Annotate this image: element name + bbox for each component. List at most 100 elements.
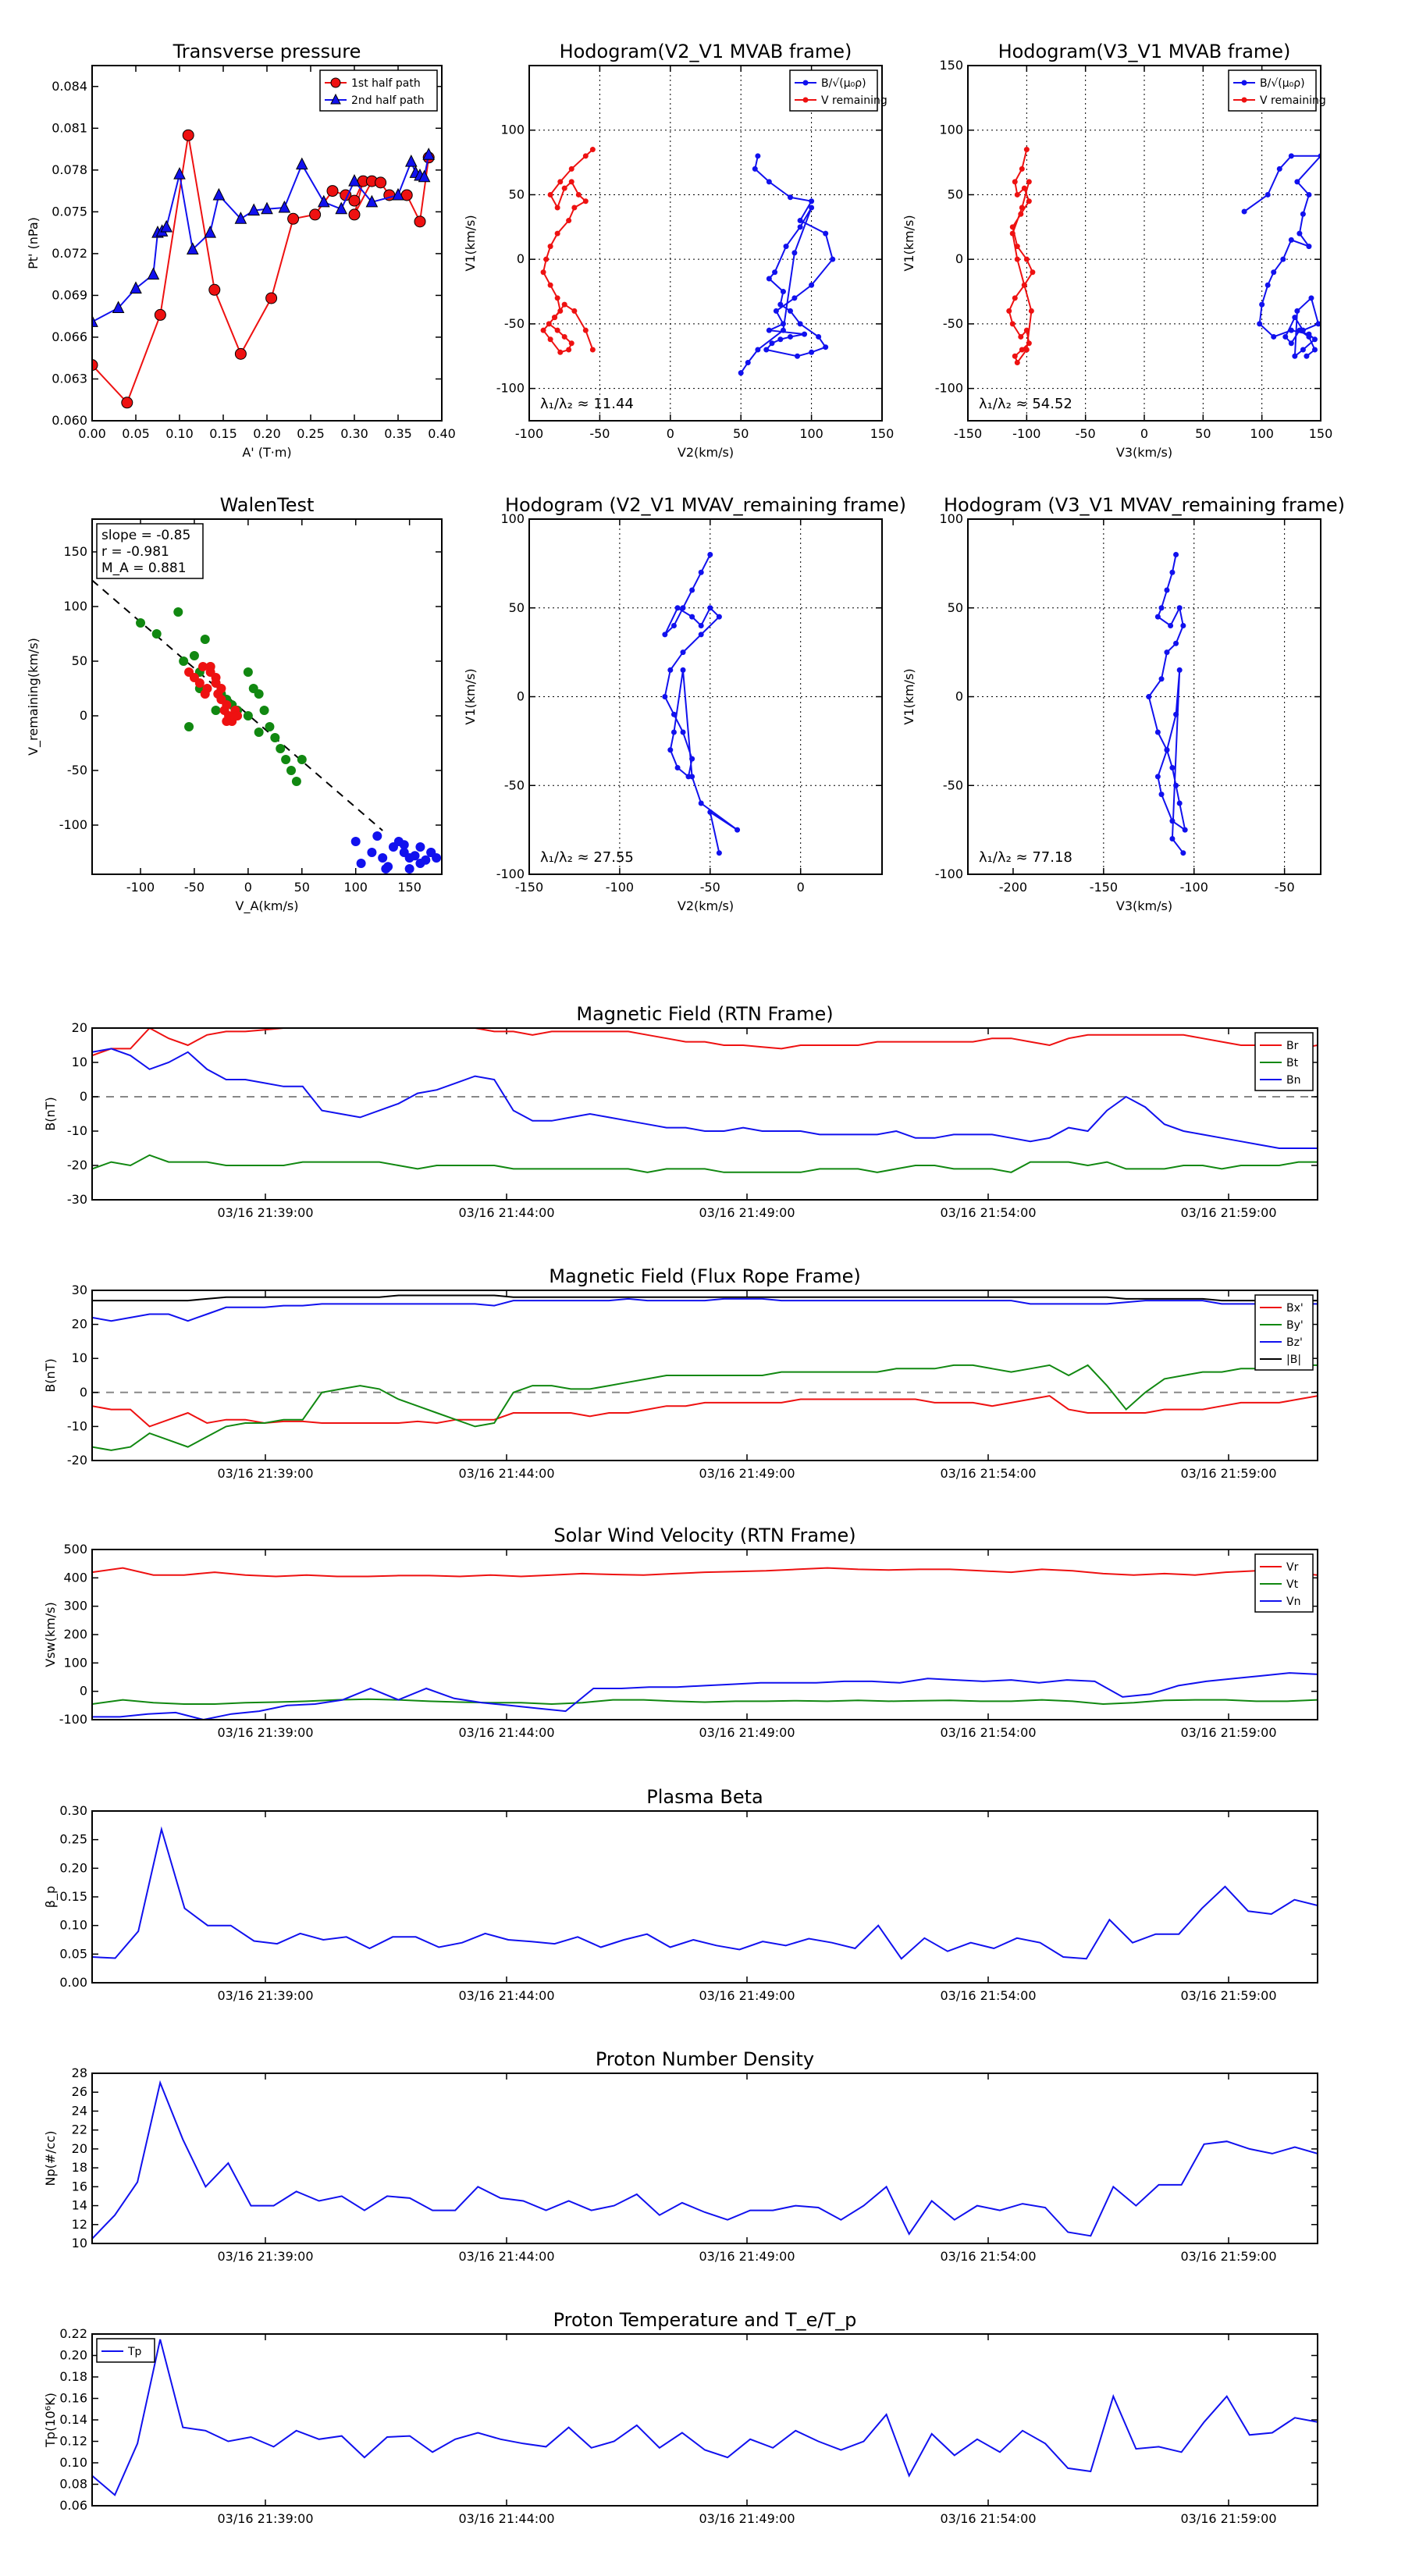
data-point <box>204 225 217 238</box>
data-point <box>667 747 674 753</box>
y-tick-label: -100 <box>935 381 963 396</box>
series-line <box>92 1297 1318 1322</box>
data-point <box>802 331 808 337</box>
plot-area <box>92 1294 1318 1451</box>
data-point <box>1294 179 1300 185</box>
plot-frame <box>91 1549 1318 1720</box>
y-tick-label: 0.081 <box>52 120 87 135</box>
data-point <box>287 212 300 225</box>
legend-marker <box>802 80 809 86</box>
y-tick-label: 0.08 <box>59 2477 87 2492</box>
data-point <box>830 256 836 262</box>
series-line <box>92 2339 1318 2496</box>
x-tick-label: 03/16 21:59:00 <box>1180 1725 1276 1740</box>
data-point <box>1154 729 1161 735</box>
data-point <box>1288 237 1294 243</box>
plot-frame <box>91 2073 1318 2244</box>
y-tick-label: 0.10 <box>59 1918 87 1933</box>
y-tick-label: -100 <box>496 866 525 881</box>
y-tick-label: 0 <box>80 1385 87 1400</box>
data-point <box>698 569 704 575</box>
data-point <box>383 862 393 872</box>
data-point <box>189 651 199 660</box>
x-tick-label: 03/16 21:44:00 <box>458 2511 554 2526</box>
data-point <box>1009 230 1016 237</box>
data-point <box>1169 818 1176 824</box>
series-2nd-half-path <box>92 148 436 327</box>
data-point <box>422 148 436 160</box>
data-point <box>540 327 546 333</box>
data-point <box>1308 295 1314 301</box>
legend-label: B/√(μ₀ρ) <box>1260 77 1305 90</box>
chart-pt: Transverse pressure 0.00 0.05 0.10 0.15 0.20 0… <box>26 41 456 460</box>
series-line <box>92 1364 1318 1451</box>
data-point <box>415 859 425 868</box>
y-axis-label: Vsw(km/s) <box>43 1602 58 1667</box>
data-point <box>735 827 741 833</box>
y-tick-label: -10 <box>67 1418 87 1433</box>
data-point <box>698 800 704 806</box>
x-tick-label: 03/16 21:39:00 <box>217 1205 313 1220</box>
y-tick-label: 500 <box>63 1542 87 1557</box>
chart-beta: Plasma Beta 03/16 21:39:00 03/16 21:44:00 0… <box>43 1786 1318 2003</box>
stats-text: M_A = 0.881 <box>101 560 187 576</box>
y-tick-label: 0 <box>80 708 87 723</box>
y-tick-label: 20 <box>72 2141 87 2156</box>
plot-frame <box>91 518 443 875</box>
y-tick-label: 20 <box>72 1317 87 1332</box>
data-point <box>205 662 215 671</box>
ratio-annotation: λ₁/λ₂ ≈ 77.18 <box>979 849 1072 866</box>
y-tick-label: 200 <box>63 1627 87 1642</box>
legend-label: Tp <box>127 2346 142 2358</box>
data-point <box>1026 198 1032 205</box>
plot-area <box>92 129 436 409</box>
x-tick-label: 100 <box>343 880 368 895</box>
data-point <box>557 308 564 314</box>
y-tick-label: -100 <box>59 1712 87 1727</box>
data-point <box>1182 827 1188 833</box>
data-point <box>1280 256 1286 262</box>
chart-bfield: Magnetic Field (RTN Frame) 03/16 21:39:00… <box>43 1003 1318 1220</box>
x-axis-label: V3(km/s) <box>1116 898 1172 913</box>
data-point <box>716 850 722 856</box>
data-point <box>1271 333 1277 340</box>
data-point <box>554 327 560 333</box>
y-axis-label: B(nT) <box>43 1358 58 1392</box>
data-point <box>680 729 686 735</box>
series-Tp <box>92 2339 1318 2496</box>
data-point <box>772 269 778 276</box>
legend-label: Bn <box>1286 1074 1300 1087</box>
data-point <box>557 179 564 185</box>
data-point <box>1300 211 1306 217</box>
data-point <box>769 340 775 347</box>
plot-area <box>540 147 836 376</box>
series-beta <box>92 1826 1318 1960</box>
data-point <box>777 301 784 308</box>
series-line <box>92 1154 1318 1173</box>
x-tick-label: 03/16 21:39:00 <box>217 1988 313 2003</box>
data-point <box>582 153 589 159</box>
data-point <box>276 744 286 753</box>
x-tick-label: 0 <box>244 880 252 895</box>
data-point <box>1282 333 1289 340</box>
series-line <box>92 1672 1318 1720</box>
data-point <box>1176 667 1183 673</box>
y-tick-label: -50 <box>504 777 525 792</box>
data-point <box>1264 282 1271 288</box>
data-point <box>261 201 273 215</box>
legend-label: Vn <box>1286 1596 1300 1608</box>
data-point <box>707 809 713 815</box>
data-point <box>561 333 567 340</box>
x-tick-label: 03/16 21:44:00 <box>458 1725 554 1740</box>
y-tick-label: -50 <box>943 777 963 792</box>
data-point <box>1021 185 1027 191</box>
y-tick-label: 0.075 <box>52 204 87 219</box>
data-point <box>309 208 322 221</box>
data-point <box>375 176 387 189</box>
data-point <box>254 689 264 699</box>
legend-box <box>1228 69 1317 112</box>
y-tick-label: 100 <box>63 1655 87 1670</box>
data-point <box>1169 569 1176 575</box>
x-tick-label: 03/16 21:59:00 <box>1180 2249 1276 2264</box>
data-point <box>809 205 815 211</box>
